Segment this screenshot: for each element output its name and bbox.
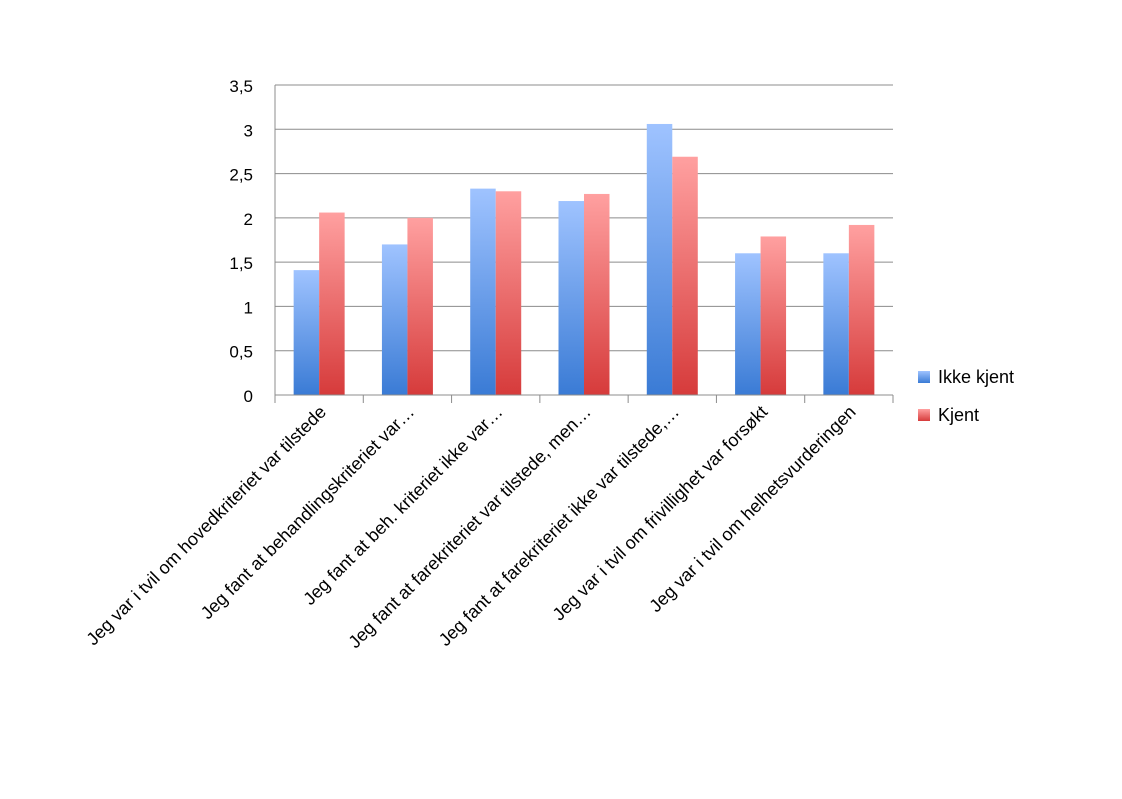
y-tick-label: 1 [244,298,253,317]
bar-kjent [760,236,787,395]
bar-ikke-kjent [558,201,584,395]
y-tick-label: 3 [244,121,253,140]
bars [293,123,875,395]
bar-ikke-kjent [293,270,320,395]
bar-kjent [495,191,522,395]
bar-ikke-kjent [735,253,761,395]
x-axis-labels: Jeg var i tvil om hovedkriteriet var til… [82,402,859,652]
legend-swatch [918,371,930,383]
y-axis-ticks: 0 0,5 1 1,5 2 2,5 3 3,5 [229,77,253,406]
bar-ikke-kjent [381,244,408,395]
x-category-label: Jeg fant at beh. kriteriet ikke var… [299,402,506,609]
legend: Ikke kjent Kjent [918,367,1014,425]
bar-kjent [584,193,610,395]
bar-kjent [848,224,875,395]
y-tick-label: 3,5 [229,77,253,96]
bar-ikke-kjent [823,253,849,395]
legend-label: Kjent [938,405,979,425]
y-tick-label: 0,5 [229,343,253,362]
bar-kjent [407,217,433,395]
bar-ikke-kjent [646,123,673,395]
bar-kjent [319,212,345,395]
y-tick-label: 2,5 [229,166,253,185]
y-tick-label: 2 [244,210,253,229]
y-tick-label: 0 [244,387,253,406]
legend-swatch [918,409,930,421]
bar-kjent [672,156,698,395]
x-axis [274,394,894,403]
bar-ikke-kjent [470,188,496,395]
legend-label: Ikke kjent [938,367,1014,387]
y-tick-label: 1,5 [229,254,253,273]
